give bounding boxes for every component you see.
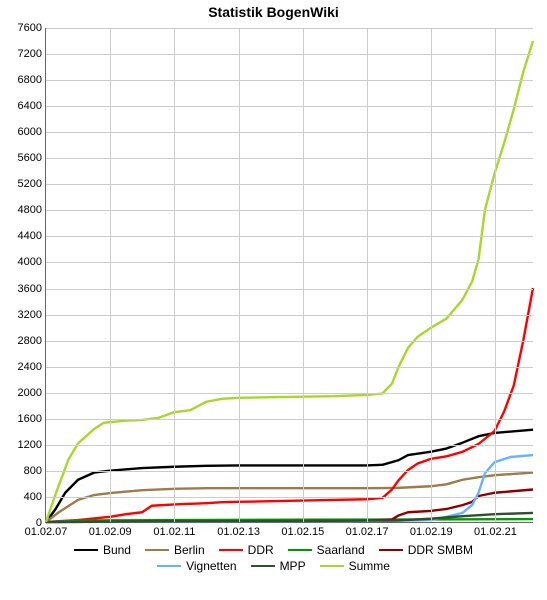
chart-title: Statistik BogenWiki xyxy=(0,4,547,20)
gridline-h xyxy=(46,54,533,55)
legend-item: Vignetten xyxy=(157,559,237,573)
x-axis-label: 01.02.07 xyxy=(25,522,68,538)
gridline-h xyxy=(46,158,533,159)
chart-lines xyxy=(46,28,533,522)
gridline-h xyxy=(46,445,533,446)
series-line xyxy=(46,430,533,522)
y-axis-label: 7200 xyxy=(18,48,46,60)
x-axis-label: 01.02.13 xyxy=(217,522,260,538)
y-axis-label: 1200 xyxy=(18,439,46,451)
legend-label: Bund xyxy=(103,543,131,557)
gridline-h xyxy=(46,28,533,29)
x-axis-label: 01.02.21 xyxy=(474,522,517,538)
chart-container: Statistik BogenWiki 04008001200160020002… xyxy=(0,0,547,600)
legend-item: Summe xyxy=(320,559,390,573)
gridline-h xyxy=(46,236,533,237)
legend-swatch xyxy=(157,565,181,567)
legend-swatch xyxy=(74,549,98,551)
gridline-v xyxy=(431,28,432,522)
legend-label: Berlin xyxy=(174,543,205,557)
y-axis-label: 6000 xyxy=(18,126,46,138)
y-axis-label: 2800 xyxy=(18,335,46,347)
x-axis-label: 01.02.11 xyxy=(153,522,195,538)
y-axis-label: 6800 xyxy=(18,74,46,86)
legend-swatch xyxy=(288,549,312,551)
x-axis-label: 01.02.17 xyxy=(346,522,389,538)
y-axis-label: 6400 xyxy=(18,100,46,112)
y-axis-label: 4000 xyxy=(18,256,46,268)
gridline-h xyxy=(46,497,533,498)
y-axis-label: 4400 xyxy=(18,230,46,242)
gridline-v xyxy=(367,28,368,522)
gridline-h xyxy=(46,419,533,420)
y-axis-label: 2400 xyxy=(18,361,46,373)
gridline-h xyxy=(46,367,533,368)
y-axis-label: 7600 xyxy=(18,22,46,34)
legend-label: DDR xyxy=(248,543,274,557)
gridline-h xyxy=(46,289,533,290)
gridline-h xyxy=(46,132,533,133)
legend-item: Bund xyxy=(74,543,131,557)
y-axis-label: 2000 xyxy=(18,387,46,399)
gridline-h xyxy=(46,262,533,263)
legend-label: Saarland xyxy=(317,543,365,557)
legend-label: Vignetten xyxy=(186,559,237,573)
y-axis-label: 3200 xyxy=(18,309,46,321)
x-axis-label: 01.02.19 xyxy=(410,522,453,538)
legend-swatch xyxy=(379,549,403,551)
legend-item: Saarland xyxy=(288,543,365,557)
y-axis-label: 800 xyxy=(24,465,46,477)
gridline-v xyxy=(239,28,240,522)
gridline-v xyxy=(495,28,496,522)
gridline-h xyxy=(46,184,533,185)
legend: Bund Berlin DDR Saarland DDR SMBM Vignetten MP… xyxy=(0,543,547,573)
legend-label: MPP xyxy=(280,559,306,573)
gridline-v xyxy=(303,28,304,522)
legend-item: DDR xyxy=(219,543,274,557)
y-axis-label: 1600 xyxy=(18,413,46,425)
legend-swatch xyxy=(219,549,243,551)
gridline-h xyxy=(46,106,533,107)
legend-item: MPP xyxy=(251,559,306,573)
legend-label: Summe xyxy=(349,559,390,573)
gridline-h xyxy=(46,80,533,81)
y-axis-label: 5200 xyxy=(18,178,46,190)
y-axis-label: 400 xyxy=(24,491,46,503)
y-axis-label: 4800 xyxy=(18,204,46,216)
legend-swatch xyxy=(320,565,344,567)
x-axis-label: 01.02.09 xyxy=(89,522,132,538)
gridline-h xyxy=(46,341,533,342)
gridline-h xyxy=(46,210,533,211)
series-line xyxy=(46,41,533,522)
legend-swatch xyxy=(251,565,275,567)
legend-item: Berlin xyxy=(145,543,205,557)
plot-area: 0400800120016002000240028003200360040004… xyxy=(45,28,533,523)
y-axis-label: 5600 xyxy=(18,152,46,164)
gridline-v xyxy=(174,28,175,522)
gridline-h xyxy=(46,471,533,472)
x-axis-label: 01.02.15 xyxy=(281,522,324,538)
series-line xyxy=(46,288,533,522)
y-axis-label: 3600 xyxy=(18,283,46,295)
legend-swatch xyxy=(145,549,169,551)
gridline-v xyxy=(110,28,111,522)
gridline-h xyxy=(46,393,533,394)
legend-item: DDR SMBM xyxy=(379,543,473,557)
legend-label: DDR SMBM xyxy=(408,543,473,557)
gridline-h xyxy=(46,315,533,316)
